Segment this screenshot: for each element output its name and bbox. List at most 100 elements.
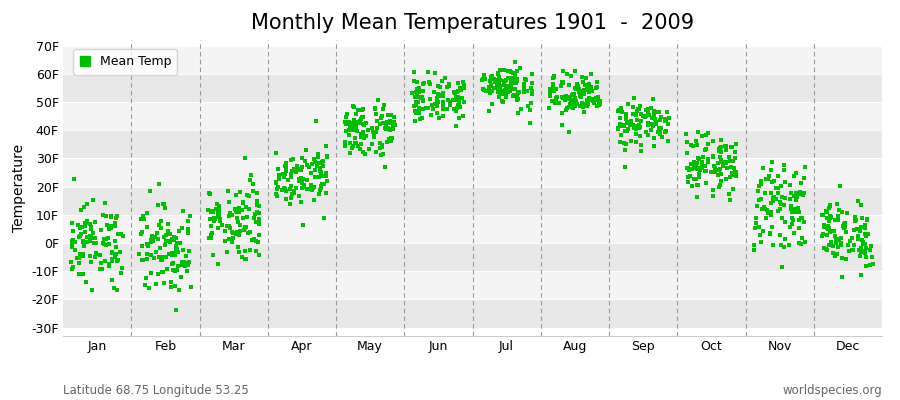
Point [484, 101, 499, 107]
Point [229, 208, 243, 215]
Point [181, 218, 195, 224]
Point [238, 224, 252, 231]
Point [786, 216, 800, 223]
Point [356, 134, 370, 140]
Point [249, 238, 264, 244]
Point [713, 154, 727, 160]
Point [499, 93, 513, 100]
Point [482, 84, 496, 90]
Point [555, 68, 570, 74]
Point [555, 110, 570, 116]
Point [789, 194, 804, 200]
Point [374, 115, 388, 121]
Point [646, 135, 661, 141]
Point [858, 231, 872, 237]
Point [174, 274, 188, 280]
Point [165, 261, 179, 268]
Point [706, 193, 720, 199]
Point [504, 76, 518, 82]
Point [146, 238, 160, 244]
Point [430, 99, 445, 105]
Point [221, 199, 236, 205]
Point [763, 209, 778, 216]
Point [364, 125, 379, 131]
Point [415, 94, 429, 100]
Point [837, 224, 851, 230]
Point [67, 176, 81, 182]
Point [633, 124, 647, 130]
Point [305, 161, 320, 167]
Point [859, 225, 873, 231]
Point [504, 69, 518, 75]
Point [84, 259, 98, 265]
Point [164, 279, 178, 286]
Point [765, 159, 779, 165]
Point [577, 101, 591, 107]
Point [172, 287, 186, 293]
Point [661, 138, 675, 144]
Point [792, 209, 806, 215]
Point [96, 235, 111, 242]
Point [238, 154, 252, 161]
Point [556, 95, 571, 102]
Point [140, 256, 155, 262]
Point [338, 139, 353, 146]
Point [687, 161, 701, 167]
Point [278, 171, 293, 178]
Point [792, 240, 806, 246]
Point [817, 222, 832, 228]
Point [212, 207, 226, 214]
Point [545, 84, 560, 91]
Point [593, 100, 608, 107]
Point [317, 180, 331, 187]
Point [625, 118, 639, 124]
Point [583, 87, 598, 94]
Point [292, 176, 306, 182]
Point [568, 103, 582, 109]
Point [477, 72, 491, 78]
Point [634, 141, 648, 148]
Point [225, 211, 239, 218]
Point [826, 250, 841, 256]
Point [451, 88, 465, 94]
Point [107, 254, 122, 260]
Point [834, 242, 849, 248]
Point [94, 226, 108, 233]
Point [699, 132, 714, 138]
Point [338, 128, 353, 134]
Point [88, 254, 103, 260]
Point [552, 100, 566, 106]
Point [507, 75, 521, 81]
Point [421, 79, 436, 86]
Point [313, 170, 328, 176]
Point [850, 226, 865, 232]
Point [80, 218, 94, 224]
Point [68, 238, 82, 245]
Point [158, 234, 172, 240]
Point [408, 118, 422, 124]
Point [509, 68, 524, 74]
Point [279, 167, 293, 173]
Title: Monthly Mean Temperatures 1901  -  2009: Monthly Mean Temperatures 1901 - 2009 [251, 13, 694, 33]
Point [65, 239, 79, 246]
Point [357, 151, 372, 157]
Point [76, 239, 90, 245]
Point [149, 248, 164, 255]
Point [712, 184, 726, 190]
Point [690, 182, 705, 188]
Point [864, 243, 878, 249]
Point [155, 256, 169, 263]
Point [784, 209, 798, 216]
Point [752, 197, 766, 204]
Point [428, 70, 443, 76]
Point [314, 185, 328, 191]
Point [658, 118, 672, 124]
Point [628, 123, 643, 130]
Point [838, 220, 852, 226]
Point [105, 250, 120, 256]
Point [317, 215, 331, 221]
Point [251, 252, 266, 258]
Point [835, 255, 850, 261]
Point [311, 154, 326, 160]
Point [641, 122, 655, 129]
